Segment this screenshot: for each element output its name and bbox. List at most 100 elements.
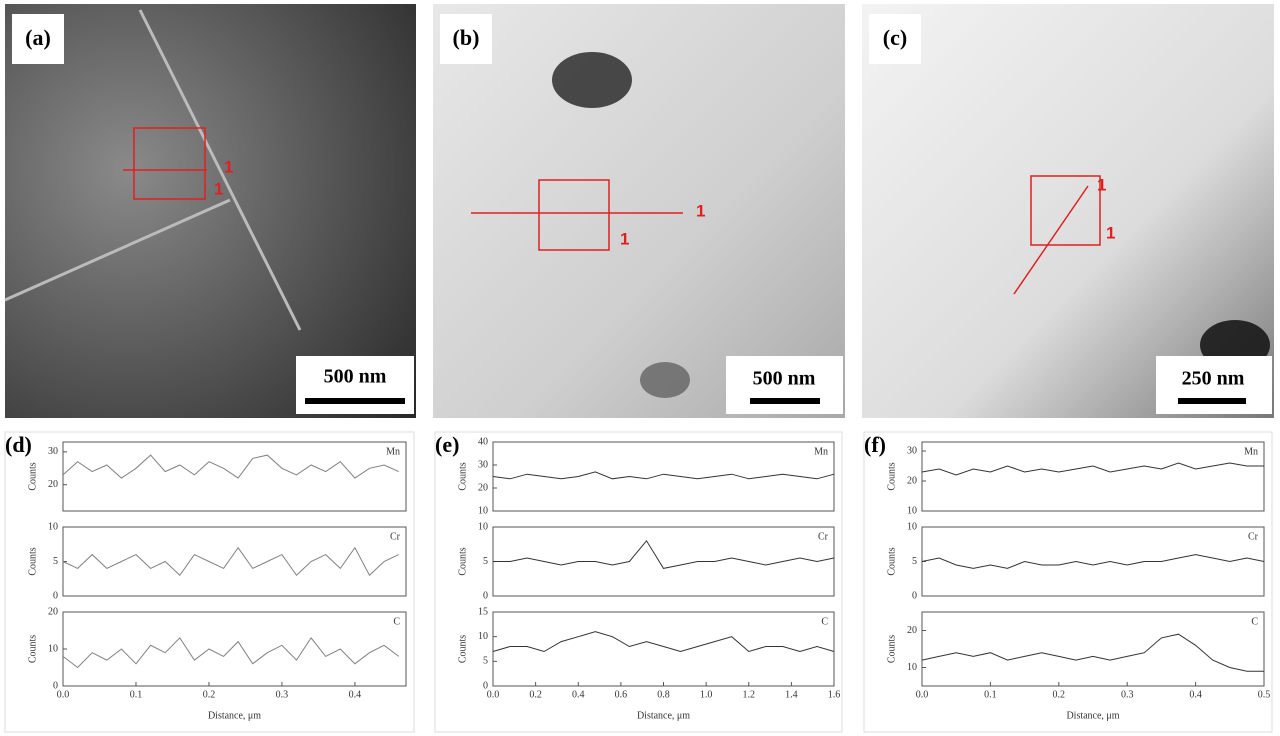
x-tick-label: 0.0 [57, 689, 70, 700]
x-tick-label: 1.2 [743, 689, 756, 700]
y-axis-label: Counts [27, 462, 38, 490]
panel-label: (c) [883, 25, 907, 50]
scale-bar-label: 500 nm [753, 368, 816, 390]
y-axis-label: Counts [27, 547, 38, 575]
y-tick-label: 40 [478, 436, 488, 447]
panel-label: (e) [435, 432, 459, 457]
y-tick-label: 10 [907, 505, 917, 516]
box-marker: 1 [620, 229, 629, 248]
box-marker: 1 [1106, 223, 1115, 242]
y-tick-label: 0 [53, 680, 58, 691]
y-tick-label: 5 [912, 556, 917, 567]
y-tick-label: 30 [478, 459, 488, 470]
x-tick-label: 0.4 [572, 689, 585, 700]
y-tick-label: 10 [478, 631, 488, 642]
x-tick-label: 1.0 [700, 689, 713, 700]
series-name: Cr [818, 531, 829, 542]
y-axis-label: Counts [886, 547, 897, 575]
x-axis-label: Distance, μm [637, 710, 690, 721]
y-tick-label: 5 [483, 656, 488, 667]
x-tick-label: 1.6 [828, 689, 841, 700]
x-tick-label: 0.8 [657, 689, 670, 700]
micrograph-b: (b) 1 1 500 nm [433, 4, 845, 418]
axes-frame [921, 441, 1265, 512]
series-name: C [821, 616, 828, 627]
y-tick-label: 10 [478, 521, 488, 532]
x-tick-label: 0.3 [276, 689, 289, 700]
scale-bar-label: 500 nm [324, 366, 387, 388]
series-name: Cr [390, 531, 401, 542]
x-tick-label: 0.0 [487, 689, 500, 700]
y-tick-label: 0 [483, 680, 488, 691]
panel-frame [4, 431, 415, 733]
x-tick-label: 0.1 [130, 689, 143, 700]
x-tick-label: 1.4 [785, 689, 798, 700]
y-tick-label: 30 [907, 445, 917, 456]
x-tick-label: 0.6 [615, 689, 628, 700]
y-axis-label: Counts [886, 635, 897, 663]
y-tick-label: 5 [483, 556, 488, 567]
y-axis-label: Counts [27, 635, 38, 663]
panel-label: (d) [5, 432, 32, 457]
y-tick-label: 10 [48, 521, 58, 532]
profile-line [492, 471, 835, 480]
y-tick-label: 10 [48, 643, 58, 654]
axes-frame [921, 526, 1265, 597]
y-axis-label: Counts [457, 462, 468, 490]
series-name: C [393, 616, 400, 627]
profile-line [62, 637, 400, 669]
y-axis-label: Counts [457, 547, 468, 575]
x-tick-label: 0.2 [529, 689, 542, 700]
y-tick-label: 20 [478, 482, 488, 493]
y-axis-label: Counts [886, 462, 897, 490]
line-marker: 1 [1097, 175, 1106, 194]
panel-label: (f) [864, 432, 886, 457]
axes-frame [62, 526, 407, 597]
x-tick-label: 0.2 [1053, 689, 1066, 700]
box-marker: 1 [214, 179, 223, 198]
y-tick-label: 10 [907, 521, 917, 532]
axes-frame [62, 611, 407, 687]
series-name: Cr [1248, 531, 1259, 542]
profile-line [921, 633, 1264, 672]
x-tick-label: 0.4 [349, 689, 362, 700]
line-marker: 1 [696, 201, 705, 220]
x-tick-label: 0.4 [1189, 689, 1202, 700]
profile-line [921, 554, 1265, 569]
y-tick-label: 10 [478, 505, 488, 516]
x-tick-label: 0.1 [984, 689, 997, 700]
y-tick-label: 20 [48, 479, 58, 490]
x-tick-label: 0.0 [916, 689, 929, 700]
profile-line [62, 454, 399, 479]
y-tick-label: 20 [907, 475, 917, 486]
x-tick-label: 0.2 [203, 689, 216, 700]
axes-frame [492, 611, 835, 687]
y-tick-label: 0 [483, 590, 488, 601]
panel-label: (a) [25, 25, 51, 50]
series-name: Mn [386, 446, 400, 457]
scale-bar-label: 250 nm [1182, 368, 1245, 390]
profile-line [921, 462, 1264, 476]
y-tick-label: 15 [478, 606, 488, 617]
y-tick-label: 20 [907, 625, 917, 636]
y-tick-label: 30 [48, 446, 58, 457]
x-axis-label: Distance, μm [208, 710, 261, 721]
profile-line [62, 546, 399, 577]
panel-label: (b) [453, 25, 480, 50]
x-axis-label: Distance, μm [1066, 710, 1119, 721]
y-tick-label: 5 [53, 556, 58, 567]
y-tick-label: 10 [907, 662, 917, 673]
x-tick-label: 0.5 [1258, 689, 1271, 700]
micrograph-a: (a) 1 1 500 nm [4, 4, 416, 418]
panel-frame [434, 431, 843, 733]
profile-line [492, 631, 835, 653]
line-marker: 1 [224, 157, 233, 176]
series-name: C [1251, 616, 1258, 627]
axes-frame [62, 441, 407, 512]
profile-line [493, 539, 835, 569]
axes-frame [921, 611, 1265, 687]
y-tick-label: 0 [912, 590, 917, 601]
y-axis-label: Counts [457, 635, 468, 663]
y-tick-label: 20 [48, 606, 58, 617]
